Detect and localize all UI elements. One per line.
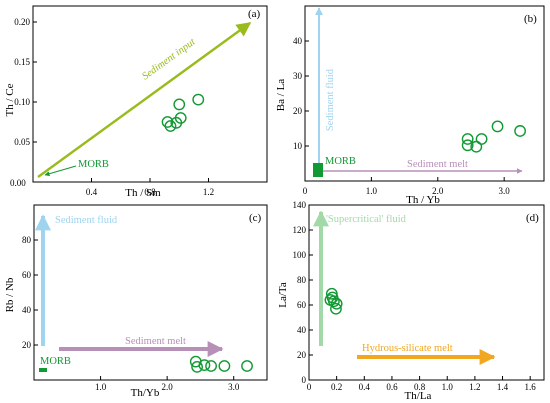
panel-b: 0 1.0 2.0 3.0 10 20 30 40 Sediment fluid Sedime… bbox=[275, 5, 545, 206]
panel-c-data-point-2 bbox=[198, 359, 211, 372]
panel-a-xtick-label-1: 0.8 bbox=[144, 187, 156, 197]
panel-b-ytick-label-2: 30 bbox=[293, 71, 303, 81]
panel-b-sediment-fluid-label: Sediment fluid bbox=[325, 68, 336, 131]
panel-d-xtick-label-0: 0 bbox=[307, 382, 312, 392]
panel-d-xtick-label-6: 1.2 bbox=[469, 382, 480, 392]
panel-c-sediment-melt-label: Sediment melt bbox=[125, 336, 186, 347]
panel-c-xtick-label-0: 1.0 bbox=[95, 382, 107, 392]
panel-a-ytick-label-2: 0.15 bbox=[14, 57, 30, 67]
panel-b-xtick-label-2: 2.0 bbox=[432, 186, 444, 196]
panel-d-ytick-label-4: 80 bbox=[297, 275, 307, 285]
panel-c-sediment-fluid-label: Sediment fluid bbox=[55, 215, 118, 226]
panel-d-xtick-label-2: 0.4 bbox=[359, 382, 371, 392]
panel-c-ylabel: Rb / Nb bbox=[4, 277, 16, 312]
panel-a-xlabel: Th / Sm bbox=[125, 187, 161, 199]
panel-b-xtick-label-1: 1.0 bbox=[366, 186, 378, 196]
panel-b-xtick-label-3: 3.0 bbox=[499, 186, 511, 196]
panel-d-frame bbox=[308, 204, 545, 381]
panel-a-data-point-4 bbox=[173, 98, 186, 111]
panel-d-ytick-label-5: 100 bbox=[293, 250, 307, 260]
panel-a-label: (a) bbox=[248, 8, 261, 20]
panel-d-xtick-label-8: 1.6 bbox=[525, 382, 537, 392]
panel-c-data-point-3 bbox=[205, 360, 217, 372]
panel-b-ytick-label-3: 40 bbox=[293, 36, 303, 46]
panel-b-data-point-4 bbox=[491, 120, 504, 133]
panel-a-origin-label: 0.00 bbox=[10, 178, 26, 188]
panel-d-label: (d) bbox=[526, 212, 539, 224]
panel-d-data-point-3 bbox=[330, 297, 343, 310]
panel-b-morb-label: MORB bbox=[325, 156, 356, 167]
panel-c-frame bbox=[33, 204, 268, 381]
panel-c-data-point-4 bbox=[218, 360, 231, 372]
panel-c-ytick-label-0: 20 bbox=[22, 340, 32, 350]
panel-d-xtick-label-3: 0.6 bbox=[386, 382, 398, 392]
panel-d-ytick-label-2: 40 bbox=[297, 325, 307, 335]
panel-a-sediment-input-arrow bbox=[37, 22, 252, 178]
panel-a-data-point-3 bbox=[174, 112, 187, 124]
panel-d-xtick-label-7: 1.4 bbox=[497, 382, 509, 392]
panel-b-ytick-label-0: 10 bbox=[293, 141, 303, 151]
panel-c-morb-label: MORB bbox=[40, 356, 71, 367]
panel-d-ytick-label-7: 140 bbox=[293, 200, 307, 210]
panel-d-xtick-label-4: 0.8 bbox=[414, 382, 426, 392]
panel-d-ytick-label-3: 60 bbox=[297, 300, 307, 310]
panel-d-xlabel: Th/La bbox=[405, 390, 432, 402]
panel-b-ytick-label-1: 20 bbox=[293, 106, 303, 116]
panel-c-data-point-1 bbox=[191, 360, 204, 373]
panel-d-data-point-5 bbox=[324, 294, 337, 306]
panel-c-ytick-label-1: 40 bbox=[22, 305, 32, 315]
panel-a-xtick-label-0: 0.4 bbox=[86, 187, 98, 197]
panel-b-ylabel: Ba / La bbox=[275, 79, 287, 111]
panel-d-data-point-4 bbox=[330, 302, 342, 315]
panel-a-sediment-input-label: Sediment input bbox=[140, 36, 198, 82]
panel-a: 0.4 0.8 1.2 0.05 0.10 0.15 0.20 Sediment input… bbox=[4, 5, 268, 199]
panel-c: 1.0 2.0 3.0 20 40 60 80 Sediment fluid Sedimen… bbox=[4, 204, 268, 399]
panel-d-ytick-label-6: 120 bbox=[293, 225, 307, 235]
panel-b-morb-field bbox=[313, 163, 323, 177]
panel-c-xtick-label-1: 2.0 bbox=[162, 382, 174, 392]
panel-c-xlabel: Th/Yb bbox=[131, 387, 160, 399]
panel-d-ytick-label-1: 20 bbox=[297, 350, 307, 360]
panel-c-ytick-label-2: 60 bbox=[22, 270, 32, 280]
panel-a-ytick-label-1: 0.10 bbox=[14, 97, 30, 107]
panel-d-ylabel: La/Ta bbox=[277, 282, 289, 308]
panel-b-data-point-0 bbox=[461, 133, 474, 145]
panel-d-ytick-label-0: 0 bbox=[302, 375, 307, 385]
panel-b-data-point-1 bbox=[461, 139, 474, 152]
panel-b-xtick-label-0: 0 bbox=[303, 186, 308, 196]
panel-b-sediment-melt-label: Sediment melt bbox=[407, 159, 468, 170]
panel-c-data-point-5 bbox=[241, 360, 253, 372]
panel-a-morb-arrow bbox=[44, 165, 77, 177]
panel-b-data-point-5 bbox=[514, 125, 526, 137]
panel-a-ylabel: Th / Ce bbox=[4, 83, 16, 116]
panel-d-xtick-label-1: 0.2 bbox=[331, 382, 342, 392]
panel-a-ytick-label-0: 0.05 bbox=[14, 137, 30, 147]
panel-c-morb-field bbox=[39, 368, 47, 372]
panel-b-label: (b) bbox=[524, 13, 537, 25]
panel-b-xlabel: Th / Yb bbox=[406, 194, 440, 206]
panel-c-ytick-label-3: 80 bbox=[22, 235, 32, 245]
panel-a-ytick-label-3: 0.20 bbox=[14, 17, 30, 27]
panel-b-frame bbox=[304, 5, 545, 182]
panel-d: 0 0.2 0.4 0.6 0.8 1.0 1.2 1.4 1.6 0 20 40 60 80 100 120… bbox=[277, 200, 545, 402]
panel-d-supercritical-fluid-label: 'Supercritical' fluid bbox=[326, 214, 407, 225]
panel-a-data-point-5 bbox=[192, 93, 205, 106]
panel-a-data-point-1 bbox=[164, 120, 177, 132]
panel-a-xtick-label-2: 1.2 bbox=[203, 187, 214, 197]
panel-c-label: (c) bbox=[249, 212, 262, 224]
panel-a-morb-label: MORB bbox=[78, 159, 109, 170]
panel-c-xtick-label-2: 3.0 bbox=[228, 382, 240, 392]
panel-d-hydrous-melt-label: Hydrous-silicate melt bbox=[362, 343, 453, 354]
panel-d-xtick-label-5: 1.0 bbox=[442, 382, 454, 392]
panel-b-data-point-3 bbox=[475, 133, 488, 145]
